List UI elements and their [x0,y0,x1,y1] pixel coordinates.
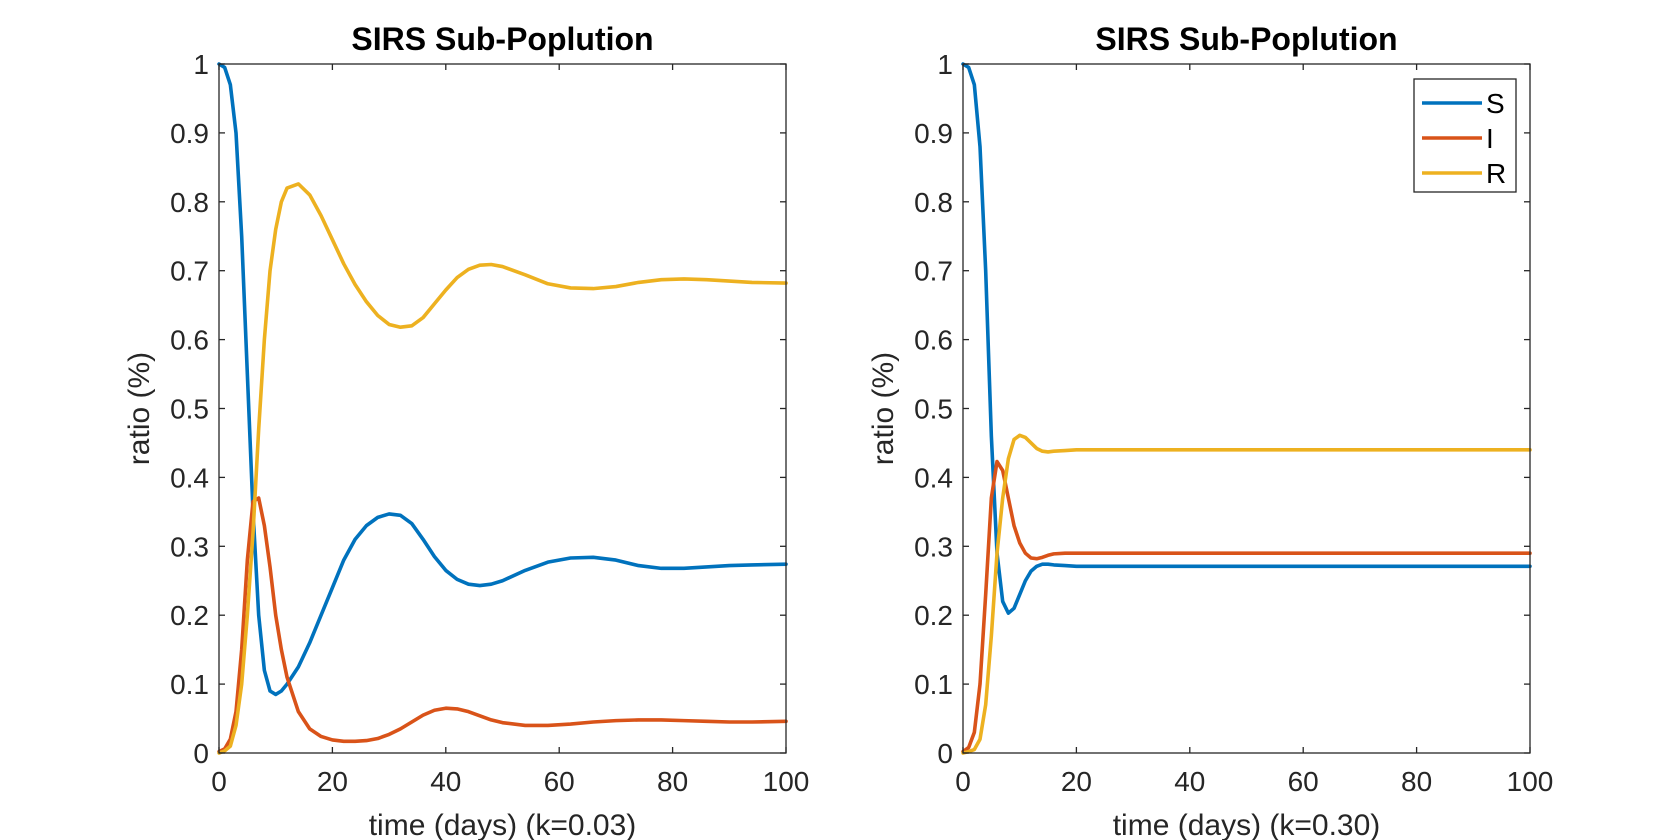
y-tick-label: 1 [193,49,209,80]
legend-label-r: R [1486,158,1506,189]
y-tick-label: 0.4 [170,462,209,493]
y-tick-label: 0.1 [914,669,953,700]
x-tick-label: 80 [1401,766,1432,797]
y-tick-label: 0.3 [914,531,953,562]
x-tick-label: 40 [430,766,461,797]
y-tick-label: 0 [193,738,209,769]
y-tick-label: 0.3 [170,531,209,562]
right-chart: 0 20 40 60 80 100 0 0.1 0.2 0.3 0.4 0.5 0.6 0.7 0.8 0.9… [867,21,1553,840]
y-tick-label: 0.7 [914,256,953,287]
legend: SIR [1413,78,1517,193]
series-line-r [217,182,788,755]
series-line-i [961,459,1532,754]
x-tick-label: 0 [955,766,971,797]
x-axis-label: time (days) (k=0.03) [369,809,637,840]
plot-area [219,64,786,753]
left-chart: 0 20 40 60 80 100 0 0.1 0.2 0.3 0.4 0.5 0.6 0.7 0.8 0.9… [123,21,809,840]
x-tick-label: 20 [317,766,348,797]
x-axis-label: time (days) (k=0.30) [1113,809,1381,840]
y-tick-label: 0.9 [170,118,209,149]
y-tick-label: 0.8 [914,187,953,218]
y-axis-label: ratio (%) [123,352,156,465]
series-line-s [217,62,788,697]
y-tick-label: 0.2 [914,600,953,631]
y-tick-label: 0.5 [914,394,953,425]
x-tick-label: 100 [1507,766,1554,797]
y-tick-label: 0.2 [170,600,209,631]
x-tick-label: 60 [1288,766,1319,797]
series-line-s [961,62,1532,615]
x-tick-label: 40 [1174,766,1205,797]
x-tick-label: 60 [544,766,575,797]
y-tick-label: 0.6 [914,325,953,356]
x-tick-label: 80 [657,766,688,797]
legend-label-i: I [1486,123,1494,154]
y-tick-label: 1 [937,49,953,80]
y-tick-label: 0.5 [170,394,209,425]
x-tick-label: 20 [1061,766,1092,797]
y-tick-label: 0.7 [170,256,209,287]
series-line-r [961,433,1532,755]
chart-title: SIRS Sub-Poplution [1095,21,1397,57]
y-tick-label: 0.6 [170,325,209,356]
y-tick-label: 0.9 [914,118,953,149]
legend-label-s: S [1486,88,1505,119]
y-tick-label: 0.1 [170,669,209,700]
y-axis-label: ratio (%) [867,352,900,465]
x-tick-label: 100 [763,766,810,797]
y-tick-label: 0.8 [170,187,209,218]
chart-title: SIRS Sub-Poplution [351,21,653,57]
series-line-i [217,496,788,754]
y-tick-label: 0 [937,738,953,769]
x-tick-label: 0 [211,766,227,797]
y-tick-label: 0.4 [914,462,953,493]
